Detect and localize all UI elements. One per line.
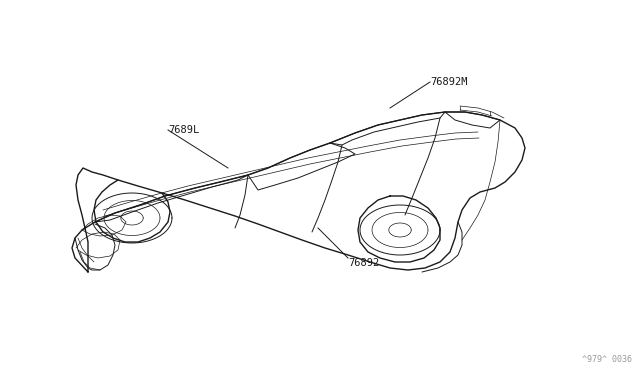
Text: ^979^ 0036: ^979^ 0036 <box>582 355 632 364</box>
Text: 7689L: 7689L <box>168 125 199 135</box>
Text: 76892M: 76892M <box>430 77 467 87</box>
Text: 76892: 76892 <box>348 258 380 268</box>
